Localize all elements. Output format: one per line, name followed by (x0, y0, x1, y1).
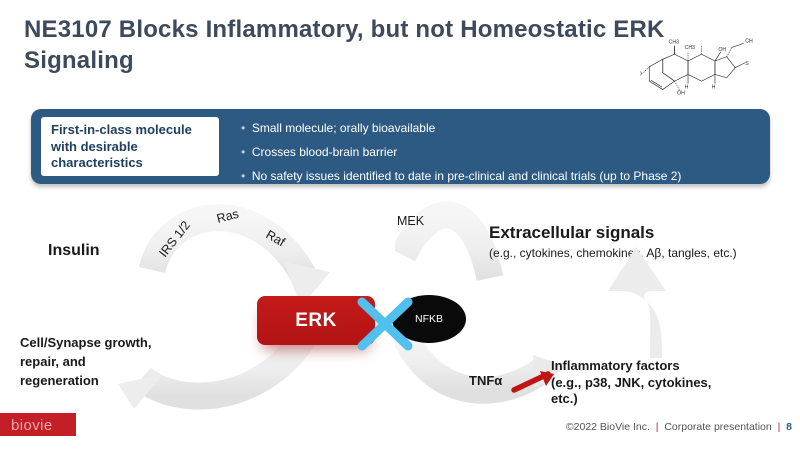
svg-text:H: H (685, 85, 689, 91)
svg-text:S: S (745, 61, 749, 67)
svg-text:CH: CH (745, 38, 753, 44)
svg-text:OH: OH (677, 91, 685, 97)
svg-text:CH3: CH3 (685, 45, 696, 51)
svg-text:CH3: CH3 (669, 39, 680, 45)
svg-text:HO: HO (640, 71, 642, 77)
svg-text:OH: OH (718, 47, 726, 53)
svg-text:MEK: MEK (397, 214, 425, 228)
svg-text:H: H (712, 85, 716, 91)
